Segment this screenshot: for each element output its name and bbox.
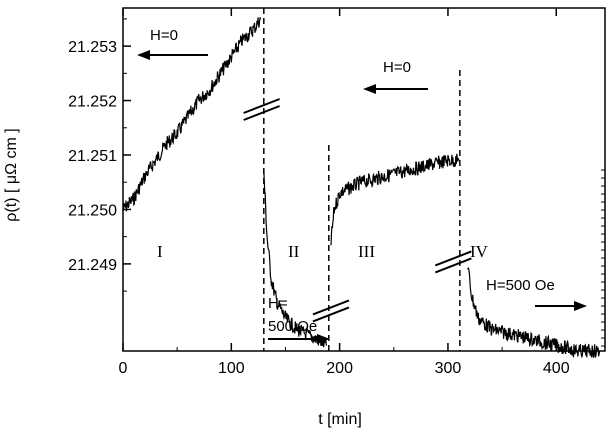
annotation-h-applied-ii-line1: H= [268,295,288,312]
series-line-1 [122,17,262,212]
region-label-iii: III [358,242,375,261]
y-tick-label: 21.252 [68,94,117,111]
data-series [122,17,601,359]
region-label-ii: II [288,242,300,261]
annotation-h-zero-middle: H=0 [383,59,411,76]
y-tick-label: 21.249 [68,257,117,274]
break-mark [243,105,281,121]
break-mark [243,98,281,114]
region-label-i: I [157,242,163,261]
region-label-iv: IV [470,242,489,261]
x-tick-label: 200 [326,360,353,377]
annotation-h-applied-iv: H=500 Oe [486,277,555,294]
y-axis-label: ρ(t) [ μΩ cm ] [3,128,20,221]
x-tick-label: 100 [218,360,245,377]
arrow-left-icon [137,50,208,60]
plot-frame [122,7,606,352]
break-mark [312,306,350,323]
plot-area-border [122,7,606,352]
arrow-left-icon [363,84,428,94]
y-tick-label: 21.250 [68,202,117,219]
break-mark [434,250,472,267]
x-tick-label: 0 [119,360,128,377]
series-line-3 [330,153,460,246]
arrow-right-icon [535,301,587,311]
y-tick-label: 21.251 [68,148,117,165]
arrow-right-icon [268,334,330,344]
break-mark [434,257,472,274]
annotations: H=0 H=0 H= 500 Oe H=500 Oe [137,27,587,344]
x-tick-label: 400 [543,360,570,377]
annotation-h-zero-left: H=0 [150,27,178,44]
series-line-4 [466,267,601,359]
x-tick-label: 300 [435,360,462,377]
x-axis-label: t [min] [318,411,362,428]
axis-ticks: 0 100 200 300 400 21.249 21.250 21.251 21.252 21.… [68,8,605,377]
break-mark [312,299,350,316]
region-labels: I II III IV [157,242,489,261]
y-tick-label: 21.253 [68,39,117,56]
axis-break-marks [243,98,472,323]
annotation-h-applied-ii-line2: 500 Oe [268,318,317,335]
